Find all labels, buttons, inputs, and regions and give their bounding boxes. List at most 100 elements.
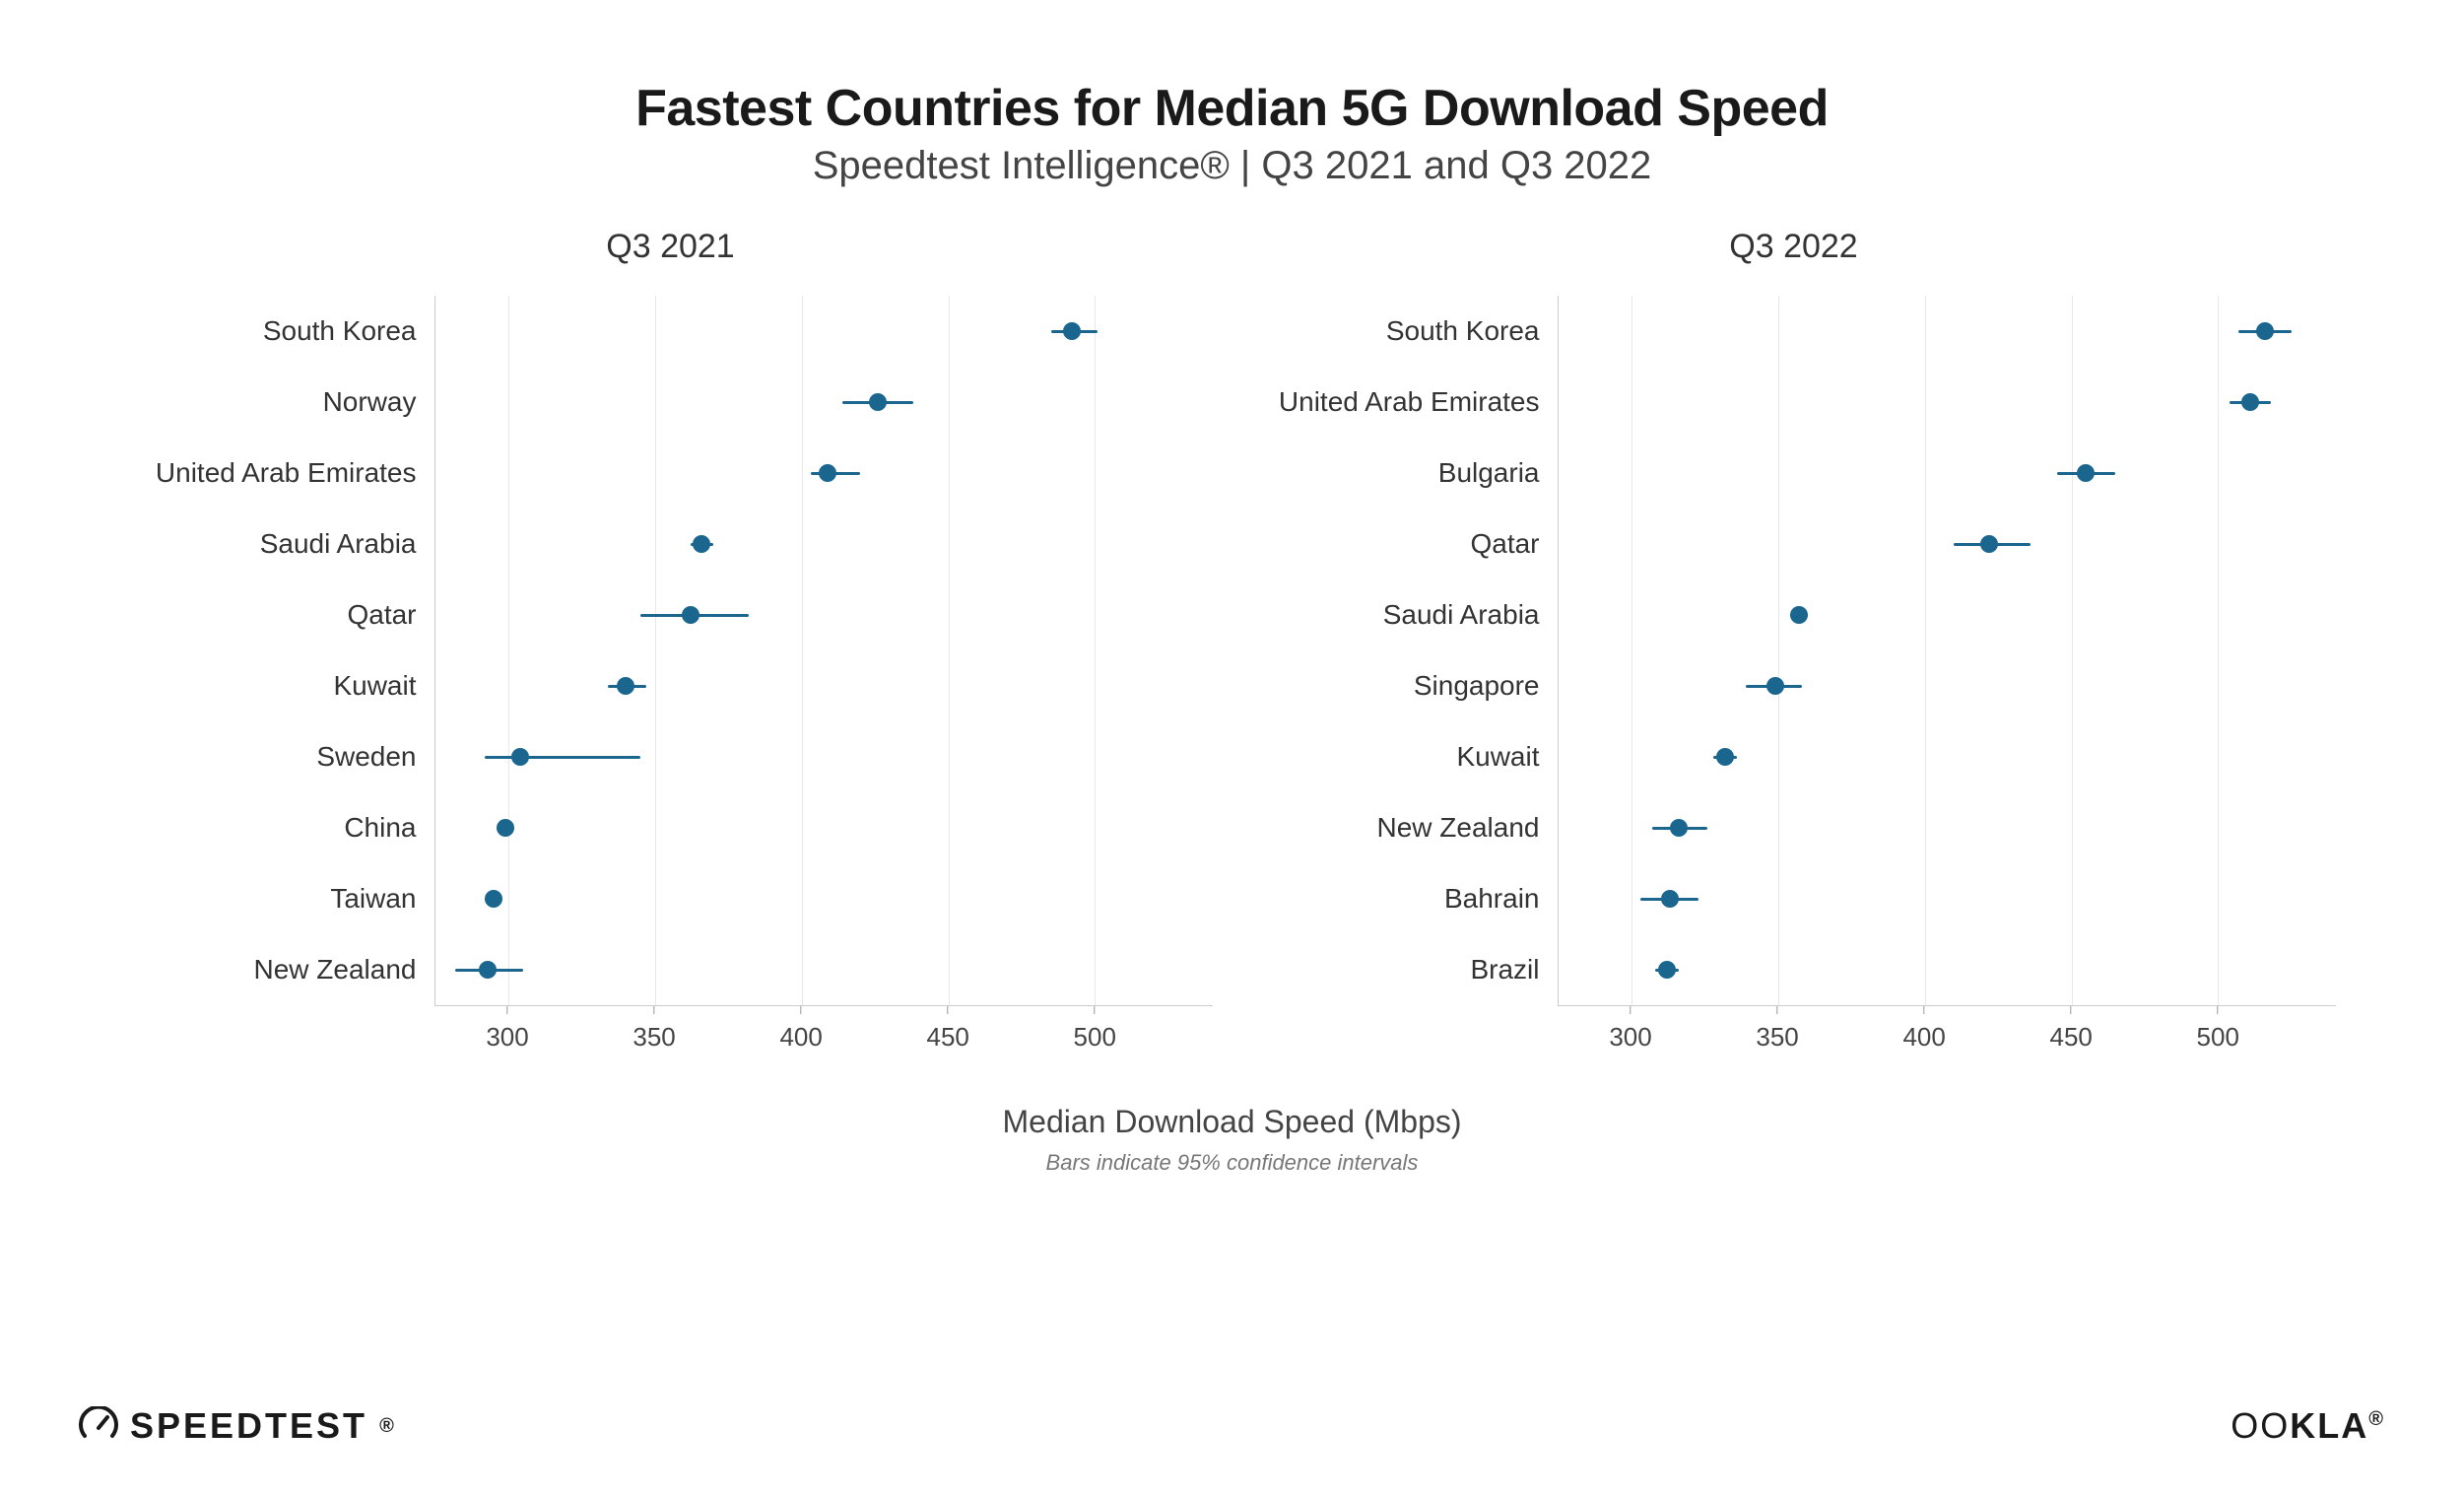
- brand-speedtest: SPEEDTEST®: [79, 1405, 397, 1447]
- y-axis-label: New Zealand: [129, 934, 434, 1005]
- tick-label: 500: [2197, 1022, 2239, 1053]
- data-point: [1766, 677, 1784, 695]
- tick-mark: [1777, 1006, 1778, 1014]
- x-tick: 300: [486, 1006, 528, 1053]
- data-point: [869, 393, 887, 411]
- y-axis-label: Taiwan: [129, 863, 434, 934]
- data-row: [435, 934, 1213, 1005]
- data-row: [435, 721, 1213, 792]
- x-tick: 450: [2049, 1006, 2092, 1053]
- y-axis-label: Kuwait: [1252, 721, 1558, 792]
- tick-mark: [507, 1006, 508, 1014]
- data-row: [1559, 721, 2336, 792]
- y-axis-label: New Zealand: [1252, 792, 1558, 863]
- y-axis-label: Bahrain: [1252, 863, 1558, 934]
- footnote: Bars indicate 95% confidence intervals: [59, 1150, 2405, 1176]
- data-point: [693, 535, 710, 553]
- x-tick: 500: [1074, 1006, 1116, 1053]
- plot-area: South KoreaUnited Arab EmiratesBulgariaQ…: [1252, 296, 2336, 1005]
- plot: [434, 296, 1213, 1005]
- tick-label: 300: [1609, 1022, 1651, 1053]
- plot: [1558, 296, 2336, 1005]
- data-point: [1790, 606, 1808, 624]
- y-axis-label: United Arab Emirates: [1252, 367, 1558, 438]
- data-point: [682, 606, 699, 624]
- data-row: [435, 863, 1213, 934]
- y-axis-label: Qatar: [1252, 509, 1558, 579]
- tick-label: 300: [486, 1022, 528, 1053]
- gauge-icon: [79, 1406, 118, 1446]
- data-point: [819, 464, 836, 482]
- y-axis-label: Sweden: [129, 721, 434, 792]
- tick-label: 400: [1902, 1022, 1945, 1053]
- y-axis-label: China: [129, 792, 434, 863]
- data-point: [617, 677, 634, 695]
- chart-subtitle: Speedtest Intelligence® | Q3 2021 and Q3…: [59, 144, 2405, 188]
- y-axis-label: Brazil: [1252, 934, 1558, 1005]
- y-labels: South KoreaNorwayUnited Arab EmiratesSau…: [129, 296, 434, 1005]
- data-point: [1670, 819, 1688, 837]
- x-tick: 400: [1902, 1006, 1945, 1053]
- tick-mark: [1924, 1006, 1925, 1014]
- chart-title: Fastest Countries for Median 5G Download…: [59, 79, 2405, 138]
- data-row: [1559, 579, 2336, 650]
- charts-row: Q3 2021South KoreaNorwayUnited Arab Emir…: [59, 228, 2405, 1064]
- data-row: [435, 438, 1213, 509]
- y-labels: South KoreaUnited Arab EmiratesBulgariaQ…: [1252, 296, 1558, 1005]
- data-row: [1559, 934, 2336, 1005]
- tick-label: 500: [1074, 1022, 1116, 1053]
- tick-label: 450: [2049, 1022, 2092, 1053]
- data-point: [2077, 464, 2095, 482]
- x-tick: 500: [2197, 1006, 2239, 1053]
- x-tick: 400: [779, 1006, 822, 1053]
- data-point: [1063, 322, 1081, 340]
- data-row: [435, 367, 1213, 438]
- tick-mark: [654, 1006, 655, 1014]
- data-point: [2256, 322, 2274, 340]
- x-tick: 450: [926, 1006, 968, 1053]
- chart-container: Fastest Countries for Median 5G Download…: [0, 0, 2464, 1496]
- data-point: [511, 748, 529, 766]
- tick-label: 450: [926, 1022, 968, 1053]
- data-row: [1559, 792, 2336, 863]
- y-axis-label: Kuwait: [129, 650, 434, 721]
- y-axis-label: Norway: [129, 367, 434, 438]
- y-axis-label: Saudi Arabia: [1252, 579, 1558, 650]
- data-point: [1658, 961, 1676, 979]
- data-row: [1559, 863, 2336, 934]
- x-axis: 300 350 400 450 500: [1558, 1005, 2336, 1064]
- data-row: [1559, 650, 2336, 721]
- y-axis-label: Saudi Arabia: [129, 509, 434, 579]
- data-point: [485, 890, 502, 908]
- data-row: [435, 509, 1213, 579]
- data-point: [1980, 535, 1998, 553]
- data-point: [2241, 393, 2259, 411]
- tick-mark: [2071, 1006, 2072, 1014]
- data-point: [1661, 890, 1679, 908]
- chart-panel: Q3 2022 South KoreaUnited Arab EmiratesBu…: [1252, 228, 2336, 1064]
- panel-title: Q3 2021: [129, 228, 1213, 266]
- y-axis-label: Singapore: [1252, 650, 1558, 721]
- x-tick: 350: [633, 1006, 675, 1053]
- tick-label: 350: [1756, 1022, 1798, 1053]
- x-axis-label: Median Download Speed (Mbps): [59, 1104, 2405, 1140]
- brand-ookla: OOKLA®: [2231, 1405, 2385, 1447]
- x-tick: 350: [1756, 1006, 1798, 1053]
- footer: SPEEDTEST® OOKLA®: [79, 1405, 2385, 1447]
- tick-label: 400: [779, 1022, 822, 1053]
- confidence-interval: [485, 756, 640, 759]
- data-row: [1559, 509, 2336, 579]
- data-row: [1559, 438, 2336, 509]
- y-axis-label: United Arab Emirates: [129, 438, 434, 509]
- data-row: [435, 296, 1213, 367]
- data-row: [435, 579, 1213, 650]
- plot-area: South KoreaNorwayUnited Arab EmiratesSau…: [129, 296, 1213, 1005]
- panel-title: Q3 2022: [1252, 228, 2336, 266]
- data-point: [479, 961, 497, 979]
- tick-mark: [801, 1006, 802, 1014]
- y-axis-label: Qatar: [129, 579, 434, 650]
- tick-mark: [2218, 1006, 2219, 1014]
- data-row: [1559, 296, 2336, 367]
- x-tick: 300: [1609, 1006, 1651, 1053]
- y-axis-label: South Korea: [1252, 296, 1558, 367]
